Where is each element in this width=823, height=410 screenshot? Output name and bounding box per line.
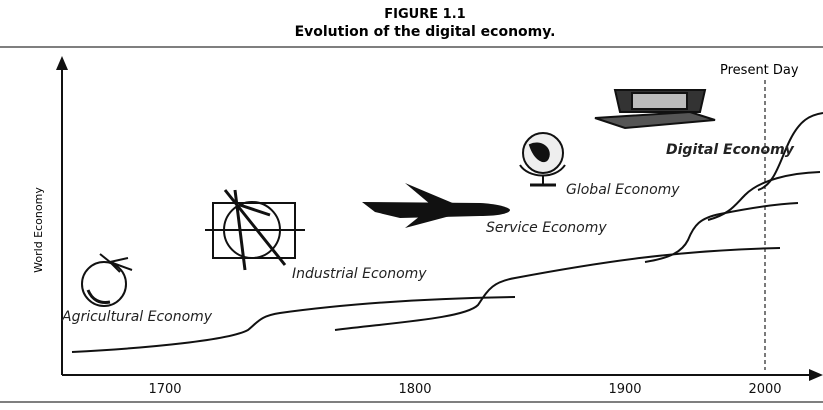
airplane-icon [362,183,510,228]
figure-title: Evolution of the digital economy. [295,24,556,40]
industrial-curve [334,247,781,331]
globe-icon [519,132,566,187]
industrial-icon [205,189,305,271]
economy-label: Global Economy [566,182,680,198]
x-tick-label: 2000 [748,382,781,397]
x-tick-label: 1900 [608,382,641,397]
economy-label: Agricultural Economy [61,309,213,325]
present-day-label: Present Day [720,63,799,78]
y-arrow [56,56,68,70]
economy-label: Industrial Economy [292,266,427,282]
laptop-icon [594,89,716,130]
global-curve [707,171,821,221]
digital-curve [757,112,823,191]
y-axis-label: World Economy [32,187,45,273]
figure-label: FIGURE 1.1 [384,7,465,22]
service-curve [644,202,799,263]
x-tick-label: 1700 [148,382,181,397]
x-tick-label: 1800 [398,382,431,397]
economy-label: Digital Economy [666,142,795,158]
economy-label: Service Economy [486,220,607,236]
agricultural-curve [71,296,516,353]
x-arrow [809,369,823,381]
tomato-icon [81,253,133,307]
